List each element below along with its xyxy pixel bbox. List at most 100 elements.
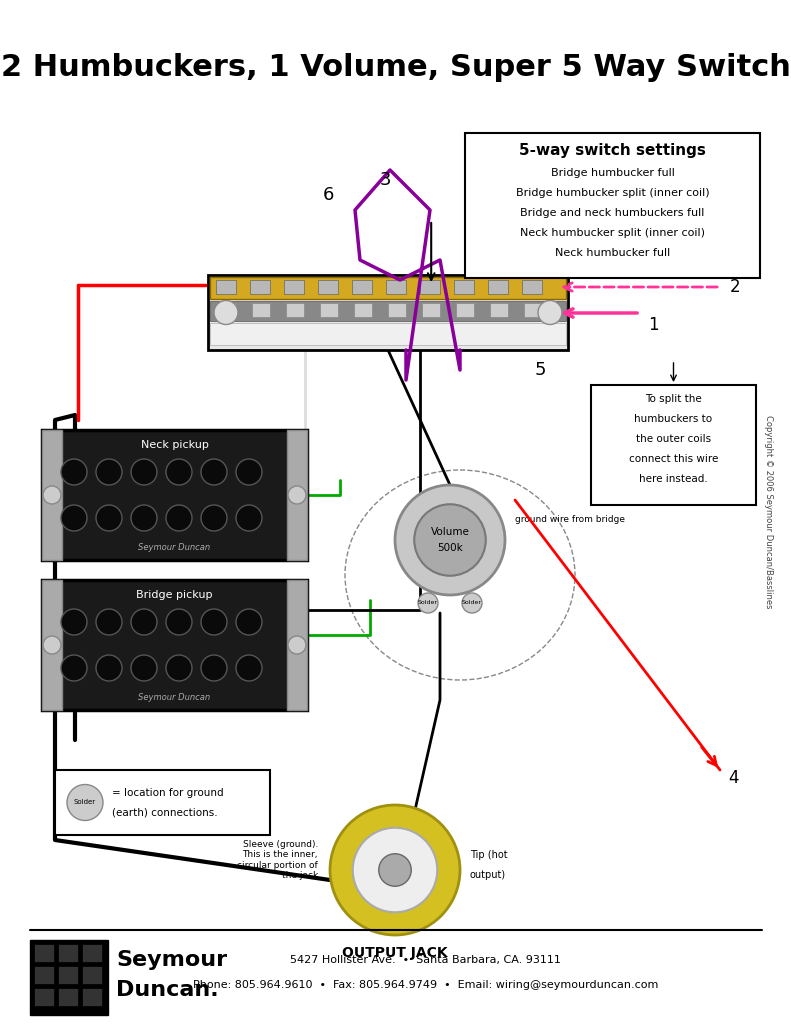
Circle shape	[96, 655, 122, 681]
Text: = location for ground: = location for ground	[112, 787, 224, 798]
Text: Sleeve (ground).
This is the inner,
circular portion of
the jack: Sleeve (ground). This is the inner, circ…	[237, 840, 318, 881]
Text: Bridge humbucker split (inner coil): Bridge humbucker split (inner coil)	[516, 188, 710, 198]
Circle shape	[43, 636, 61, 654]
Bar	[591, 385, 756, 505]
Bar	[82, 988, 102, 1006]
Circle shape	[61, 609, 87, 635]
Text: 4: 4	[728, 769, 739, 787]
Text: Bridge pickup: Bridge pickup	[136, 590, 213, 600]
Circle shape	[131, 505, 157, 531]
Bar	[250, 280, 270, 294]
Circle shape	[201, 459, 227, 485]
Circle shape	[96, 505, 122, 531]
Text: 5-way switch settings: 5-way switch settings	[519, 143, 706, 159]
Circle shape	[96, 609, 122, 635]
Circle shape	[288, 486, 306, 504]
Text: Solder: Solder	[418, 600, 438, 605]
Text: Neck humbucker split (inner coil): Neck humbucker split (inner coil)	[520, 228, 705, 238]
Circle shape	[214, 300, 238, 325]
Circle shape	[462, 593, 482, 613]
Bar	[456, 303, 474, 317]
Bar	[422, 303, 440, 317]
Circle shape	[379, 854, 411, 886]
Bar	[388, 303, 406, 317]
Text: Bridge humbucker full: Bridge humbucker full	[551, 168, 675, 178]
Text: Solder: Solder	[74, 800, 96, 806]
Circle shape	[201, 609, 227, 635]
Circle shape	[395, 485, 505, 595]
Bar	[465, 133, 760, 278]
Bar	[216, 280, 236, 294]
Circle shape	[61, 459, 87, 485]
Bar	[284, 280, 304, 294]
Bar	[522, 280, 542, 294]
Circle shape	[414, 504, 486, 575]
Bar	[218, 303, 236, 317]
Bar	[490, 303, 508, 317]
Circle shape	[96, 459, 122, 485]
Circle shape	[330, 805, 460, 935]
Bar	[42, 430, 62, 560]
Text: 3: 3	[379, 171, 391, 189]
Bar	[287, 580, 307, 710]
Bar	[252, 303, 270, 317]
Text: humbuckers to: humbuckers to	[634, 414, 713, 424]
Circle shape	[166, 505, 192, 531]
Circle shape	[288, 636, 306, 654]
Circle shape	[418, 593, 438, 613]
Circle shape	[67, 784, 103, 820]
Bar	[210, 278, 566, 299]
Text: Duncan.: Duncan.	[116, 980, 218, 1000]
Circle shape	[131, 609, 157, 635]
Text: (earth) connections.: (earth) connections.	[112, 808, 218, 817]
Bar	[287, 430, 307, 560]
Circle shape	[236, 459, 262, 485]
Bar	[58, 988, 78, 1006]
Bar	[318, 280, 338, 294]
Bar	[42, 580, 307, 710]
Text: Seymour Duncan: Seymour Duncan	[138, 544, 210, 553]
Text: here instead.: here instead.	[639, 474, 708, 484]
Text: connect this wire: connect this wire	[629, 454, 718, 464]
Text: ground wire from bridge: ground wire from bridge	[515, 515, 625, 524]
Bar	[42, 430, 307, 560]
Text: Volume: Volume	[430, 527, 469, 537]
Bar	[82, 944, 102, 962]
Text: OUTPUT JACK: OUTPUT JACK	[343, 946, 448, 961]
Text: 500k: 500k	[437, 543, 463, 553]
Bar	[34, 944, 54, 962]
Bar	[420, 280, 440, 294]
Bar	[34, 988, 54, 1006]
Text: Tip (hot: Tip (hot	[470, 850, 508, 860]
Text: 5: 5	[534, 361, 546, 379]
Circle shape	[538, 300, 562, 325]
Bar	[208, 275, 568, 350]
Bar	[386, 280, 406, 294]
Bar	[58, 966, 78, 984]
Text: To split the: To split the	[645, 394, 702, 404]
Bar	[30, 940, 108, 1015]
Circle shape	[236, 505, 262, 531]
Bar	[286, 303, 304, 317]
Circle shape	[131, 459, 157, 485]
Text: Solder: Solder	[462, 600, 482, 605]
Bar	[354, 303, 372, 317]
Text: 2 Humbuckers, 1 Volume, Super 5 Way Switch: 2 Humbuckers, 1 Volume, Super 5 Way Swit…	[1, 53, 790, 83]
Text: Copyright © 2006 Seymour Duncan/Basslines: Copyright © 2006 Seymour Duncan/Bassline…	[763, 416, 773, 608]
Text: 6: 6	[322, 186, 334, 204]
Text: output): output)	[470, 870, 506, 880]
Bar	[34, 966, 54, 984]
Text: Seymour Duncan: Seymour Duncan	[138, 693, 210, 702]
Circle shape	[353, 827, 437, 912]
Circle shape	[43, 486, 61, 504]
Bar	[210, 323, 566, 345]
Bar	[488, 280, 508, 294]
Circle shape	[166, 459, 192, 485]
Text: Neck pickup: Neck pickup	[141, 440, 209, 450]
Bar	[320, 303, 338, 317]
Circle shape	[201, 655, 227, 681]
Circle shape	[236, 655, 262, 681]
Text: 5427 Hollister Ave.  •  Santa Barbara, CA. 93111: 5427 Hollister Ave. • Santa Barbara, CA.…	[290, 955, 561, 965]
Text: Neck humbucker full: Neck humbucker full	[554, 248, 670, 258]
Circle shape	[236, 609, 262, 635]
